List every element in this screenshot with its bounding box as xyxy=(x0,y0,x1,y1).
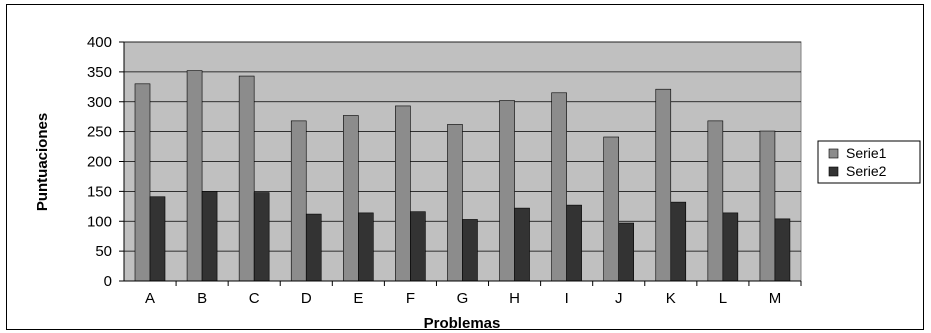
bar-serie1-j xyxy=(603,136,619,282)
y-tick-label: 350 xyxy=(87,64,112,81)
bar-serie1-a xyxy=(134,83,151,282)
bar-serie1-m xyxy=(759,130,776,282)
bar-serie2-j xyxy=(618,222,634,282)
y-tick-label: 50 xyxy=(95,243,112,260)
bar-serie2-g xyxy=(462,219,478,282)
bar-serie1-b xyxy=(186,70,203,282)
legend-label-serie1: Serie1 xyxy=(846,145,887,161)
x-axis-title: Problemas xyxy=(424,315,501,332)
bar-serie2-m xyxy=(774,218,791,282)
bar-serie2-b xyxy=(201,191,218,282)
bar-serie2-d xyxy=(305,213,322,282)
bar-serie2-l xyxy=(722,212,739,282)
x-tick-label: E xyxy=(353,290,363,307)
y-axis-title: Puntuaciones xyxy=(34,113,51,211)
legend-label-serie2: Serie2 xyxy=(846,163,887,179)
x-tick-label: K xyxy=(666,290,676,307)
x-tick-label: J xyxy=(615,290,623,307)
y-tick-labels: 0 50 100 150 200 250 300 350 400 xyxy=(87,34,112,290)
x-tick-label: B xyxy=(197,290,207,307)
bar-serie2-f xyxy=(410,211,426,282)
bar-serie1-d xyxy=(290,120,307,282)
bar-serie2-i xyxy=(566,204,582,282)
x-tick-label: F xyxy=(406,290,415,307)
y-tick-label: 200 xyxy=(87,154,112,171)
bar-serie1-f xyxy=(395,105,411,282)
bar-serie1-i xyxy=(551,92,567,282)
legend-swatch-serie2 xyxy=(828,166,839,177)
bar-serie1-e xyxy=(343,115,359,282)
x-tick-label: C xyxy=(249,290,260,307)
axes xyxy=(119,41,802,286)
x-tick-label: G xyxy=(457,290,469,307)
bar-serie1-l xyxy=(707,120,724,282)
bar-serie2-c xyxy=(253,192,270,282)
x-tick-labels: A B C D E F G H I J K L M xyxy=(145,290,781,307)
x-tick-label: L xyxy=(719,290,727,307)
y-tick-label: 250 xyxy=(87,124,112,141)
bars xyxy=(134,70,791,282)
x-tick-label: A xyxy=(145,290,155,307)
x-tick-label: I xyxy=(565,290,569,307)
bar-serie1-h xyxy=(499,100,515,282)
y-tick-label: 400 xyxy=(87,34,112,51)
bar-serie2-h xyxy=(514,207,530,282)
legend-swatch-serie1 xyxy=(828,148,839,159)
y-tick-label: 100 xyxy=(87,213,112,230)
bar-serie2-e xyxy=(358,212,374,282)
y-tick-label: 150 xyxy=(87,183,112,200)
x-tick-label: D xyxy=(301,290,312,307)
y-tick-label: 300 xyxy=(87,94,112,111)
x-tick-label: M xyxy=(769,290,782,307)
x-tick-label: H xyxy=(509,290,520,307)
bar-serie1-g xyxy=(447,124,463,282)
legend: Serie1 Serie2 xyxy=(817,140,921,184)
bar-serie2-k xyxy=(670,201,687,282)
bar-serie1-c xyxy=(238,75,255,282)
y-tick-label: 0 xyxy=(104,273,112,290)
bar-serie2-a xyxy=(149,196,166,282)
bar-serie1-k xyxy=(655,88,672,282)
